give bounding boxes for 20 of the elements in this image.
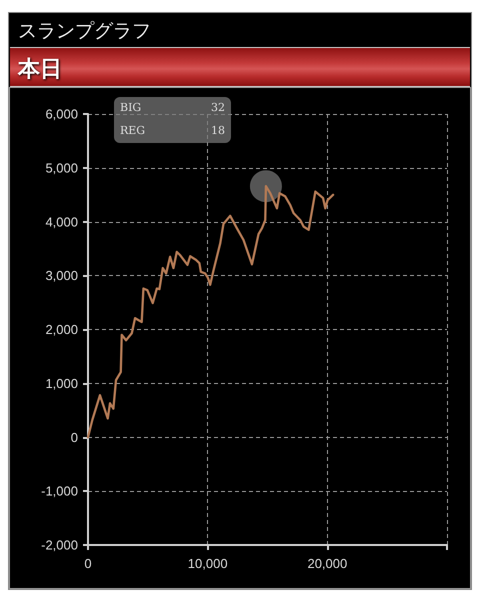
chart-title: スランプグラフ bbox=[18, 19, 151, 44]
x-tick-label: 10,000 bbox=[188, 556, 228, 571]
annotation: 18 bbox=[211, 124, 225, 137]
y-tick-label: 4,000 bbox=[45, 214, 78, 230]
y-tick-label: 0 bbox=[70, 430, 78, 445]
y-tick-label: 1,000 bbox=[45, 376, 78, 391]
y-tick-label: 2,000 bbox=[45, 322, 78, 337]
chart-subtitle: 本日 bbox=[18, 55, 62, 84]
y-tick-label: 3,000 bbox=[45, 268, 78, 284]
y-tick-label: 5,000 bbox=[45, 160, 78, 176]
annotation: REG bbox=[120, 124, 146, 137]
y-tick-label: 6,000 bbox=[45, 106, 78, 122]
y-tick-label: -1,000 bbox=[41, 484, 78, 499]
line-series bbox=[86, 185, 334, 438]
y-tick-label: -2,000 bbox=[41, 538, 78, 552]
text: BIG bbox=[120, 101, 142, 114]
header-band: 本日 bbox=[10, 47, 470, 87]
x-tick-label: 0 bbox=[84, 556, 92, 571]
x-tick-label: 20,000 bbox=[307, 556, 348, 571]
text: 32 bbox=[211, 101, 225, 114]
